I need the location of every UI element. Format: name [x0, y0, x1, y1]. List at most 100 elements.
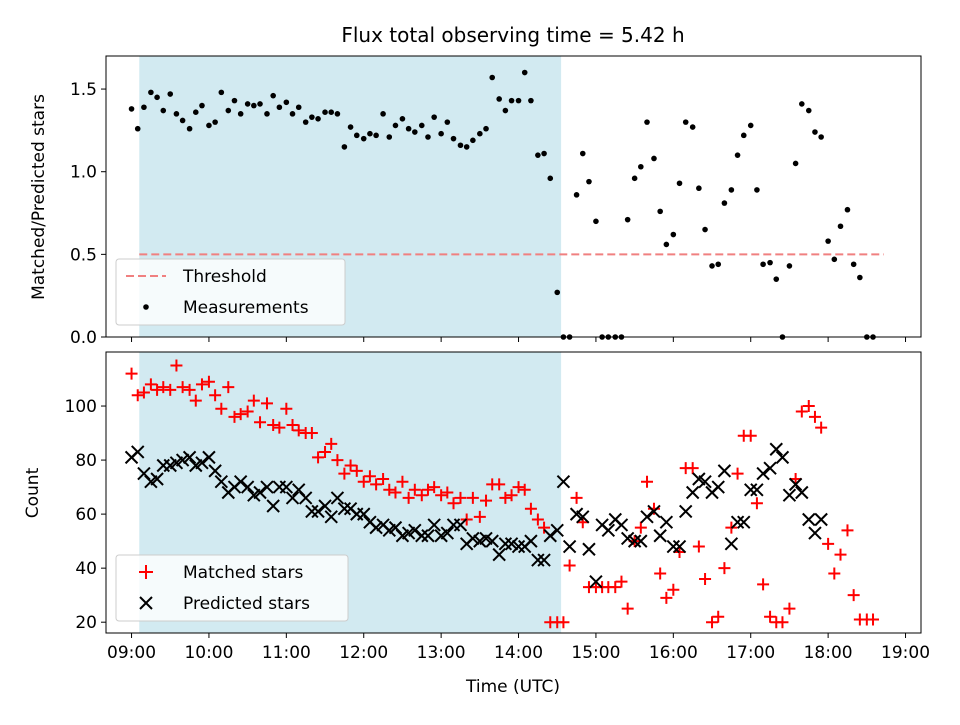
matched-star-point [383, 483, 396, 496]
matched-star-point [183, 383, 196, 396]
matched-star-point [151, 383, 164, 396]
matched-star-point [531, 513, 544, 526]
matched-star-point [421, 483, 434, 496]
measurement-point [173, 111, 180, 117]
measurement-point [289, 111, 296, 117]
top-ylabel: Matched/Predicted stars [29, 94, 49, 300]
x-tick-label: 09:00 [107, 643, 156, 663]
measurement-point [754, 187, 760, 193]
measurement-point [644, 119, 650, 125]
measurement-point [709, 263, 715, 269]
predicted-star-point [202, 450, 216, 465]
measurement-point [837, 223, 844, 230]
measurement-point [444, 119, 451, 125]
predicted-star-point [730, 515, 745, 529]
measurement-point [457, 142, 464, 149]
measurement-point [844, 206, 851, 213]
predicted-star-point [285, 491, 300, 505]
measurement-point [309, 114, 315, 120]
measurement-point [450, 135, 457, 142]
x-tick-label: 16:00 [649, 643, 698, 663]
predicted-star-point [131, 445, 145, 459]
matched-star-point [157, 381, 170, 394]
predicted-star-point [543, 529, 557, 543]
measurement-point [593, 218, 599, 225]
measurement-point [225, 107, 232, 114]
top-axes-frame [105, 55, 922, 338]
predicted-star-point [311, 504, 325, 519]
matched-star-point [822, 537, 835, 550]
measurement-point [786, 263, 793, 269]
matched-star-point [764, 610, 777, 623]
measurement-point [347, 124, 354, 130]
matched-star-point [195, 378, 208, 391]
measurement-point [747, 122, 754, 129]
matched-star-point [783, 602, 796, 615]
x-tick-label: 14:00 [494, 643, 543, 663]
measurement-point [728, 187, 735, 193]
matched-star-point [634, 521, 647, 534]
measurement-point [702, 226, 708, 233]
predicted-star-point [485, 534, 499, 548]
measurement-point [128, 106, 135, 112]
measurement-point [186, 125, 193, 132]
x-tick-label: 17:00 [726, 643, 775, 663]
predicted-star-point [808, 526, 822, 540]
measurement-point [270, 92, 276, 99]
measurement-point [631, 175, 638, 182]
predicted-star-point [576, 510, 590, 524]
predicted-star-point [711, 480, 725, 494]
matched-star-point [389, 486, 402, 499]
legend-predicted-label: Predicted stars [183, 594, 310, 614]
predicted-star-point [620, 531, 635, 546]
matched-star-point [363, 470, 376, 483]
predicted-star-point [763, 461, 777, 475]
predicted-star-point [717, 464, 732, 478]
predicted-star-point [582, 542, 596, 556]
matched-star-point [247, 394, 260, 407]
matched-star-point [731, 467, 744, 480]
matched-star-point [718, 562, 731, 575]
measurement-point [405, 125, 412, 132]
measurement-point [322, 109, 328, 115]
matched-star-point [615, 575, 628, 588]
matched-star-point [415, 489, 428, 502]
matched-star-point [125, 367, 138, 380]
predicted-star-point [685, 485, 700, 500]
measurement-point [721, 200, 728, 206]
measurement-point [425, 134, 431, 140]
measurement-point [141, 104, 147, 111]
measurement-point [528, 97, 534, 104]
predicted-star-point [298, 491, 313, 505]
matched-star-point [744, 429, 757, 442]
measurement-point [283, 99, 290, 106]
matched-star-point [170, 359, 183, 372]
matched-star-point [331, 454, 344, 467]
predicted-star-point [182, 450, 197, 465]
measurement-point [463, 144, 470, 150]
matched-star-point [518, 483, 531, 496]
predicted-star-point [788, 477, 803, 492]
measurement-point [734, 152, 741, 158]
measurement-point [160, 107, 167, 114]
matched-star-point [473, 510, 486, 523]
matched-star-point [408, 483, 421, 496]
predicted-star-point [266, 499, 280, 513]
x-tick-label: 15:00 [571, 643, 620, 663]
measurement-point [547, 175, 554, 182]
y-tick-label: 20 [75, 613, 97, 633]
measurement-point [154, 94, 160, 101]
matched-star-point [370, 478, 383, 491]
matched-star-point [654, 567, 667, 580]
predicted-star-point [175, 453, 190, 467]
predicted-star-point [737, 515, 751, 529]
predicted-star-point [504, 537, 519, 551]
measurement-point [696, 185, 702, 192]
matched-star-point [228, 410, 241, 423]
legend-measurements-label: Measurements [183, 298, 309, 318]
predicted-star-point [324, 510, 338, 524]
matched-star-point [280, 402, 293, 415]
measurement-point [237, 111, 244, 117]
chart-title: Flux total observing time = 5.42 h [341, 23, 684, 47]
